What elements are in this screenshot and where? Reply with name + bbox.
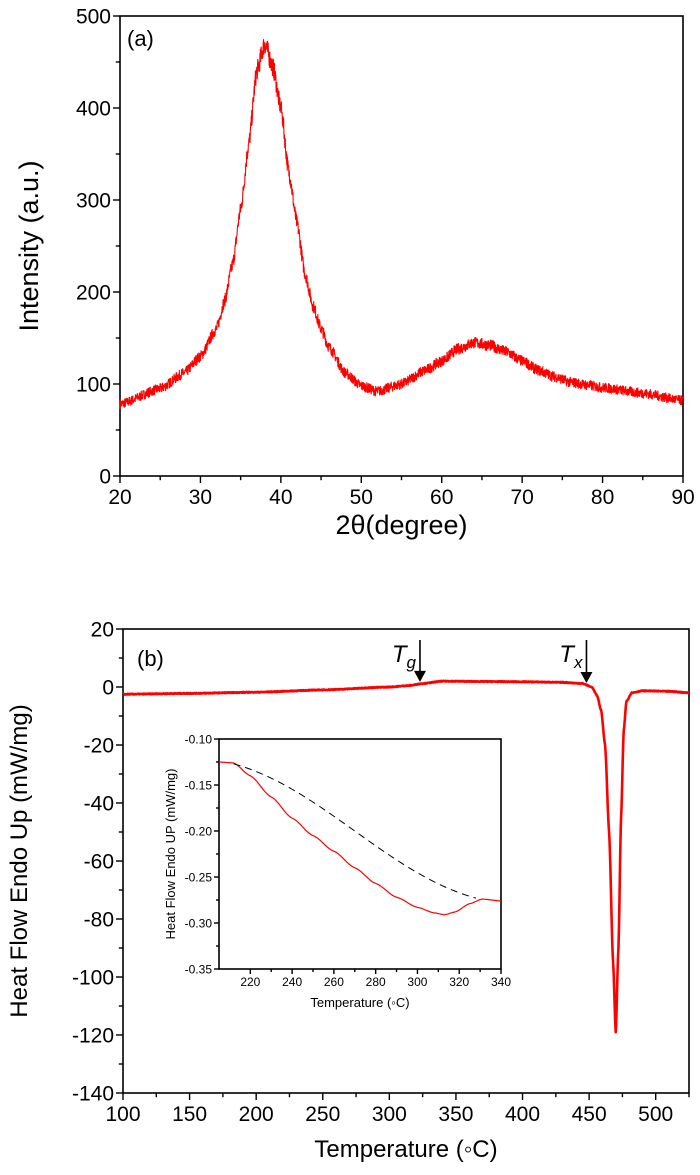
x-tick-label: 150 [172,1103,207,1126]
y-tick-label: -0.25 [185,870,213,884]
y-tick-label: 500 [76,6,111,29]
x-tick-label: 280 [366,975,386,989]
y-tick-label: -100 [72,967,114,990]
y-tick-label: 400 [76,98,111,121]
x-tick-label: 80 [591,486,614,509]
y-tick-label: -20 [84,735,114,758]
panel-label-a: (a) [127,26,154,51]
x-tick-label: 220 [240,975,260,989]
dsc-chart: 100 150 200 250 300 350 400 450 500-140-120-100-… [6,619,690,1163]
x-tick-label: 40 [269,486,292,509]
x-tick-label: 240 [282,975,302,989]
x-tick-label: 50 [350,486,373,509]
x-tick-label: 30 [189,486,212,509]
y-tick-label: -0.15 [185,778,213,792]
y-tick-label: 300 [76,190,111,213]
plot-frame [122,628,690,1094]
y-tick-label: -0.10 [185,732,213,746]
inset-baseline-dashed [233,763,477,899]
y-axis-label: Heat Flow Endo Up (mW/mg) [6,704,33,1017]
y-tick-label: -80 [84,909,114,932]
annotation-symbol: T [559,641,576,668]
xrd-curve [119,38,684,410]
y-tick-label: -0.30 [185,916,213,930]
annotation-symbol: T [392,641,409,668]
arrow-head-icon [580,671,593,683]
y-tick-label: -140 [72,1083,114,1106]
arrow-head-icon [413,670,426,682]
y-tick-label: 200 [76,282,111,305]
x-tick-label: 320 [449,975,469,989]
annotation-Tg: Tg [392,641,417,672]
y-tick-label: -0.20 [185,824,213,838]
x-tick-label: 400 [505,1103,540,1126]
x-tick-label: 340 [491,975,511,989]
x-tick-label: 450 [572,1103,607,1126]
y-tick-label: -120 [72,1025,114,1048]
x-tick-label: 60 [430,486,453,509]
panel-label-b: (b) [137,646,164,671]
x-tick-label: 300 [407,975,427,989]
y-tick-label: 100 [76,374,111,397]
plot-frame [119,15,684,477]
y-axis-label: Intensity (a.u.) [14,160,44,331]
annotation-subscript: x [573,653,583,672]
y-tick-label: -40 [84,793,114,816]
x-tick-label: 100 [105,1103,140,1126]
x-tick-label: 90 [671,486,694,509]
y-tick-label: -60 [84,851,114,874]
y-tick-label: 0 [99,466,111,489]
x-tick-label: 200 [239,1103,274,1126]
x-axis-label: Temperature (◦C) [310,995,409,1010]
x-tick-label: 500 [638,1103,673,1126]
x-axis-label: 2θ(degree) [335,510,467,540]
dsc-curve [122,679,690,1034]
annotation-subscript: g [407,653,417,672]
xrd-chart: 20 30 40 50 60 70 80 90 0 100 200 300 400 500 2θ(degre… [14,6,695,540]
annotation-Tx: Tx [559,641,583,672]
y-tick-label: 0 [102,677,114,700]
y-tick-label: -0.35 [185,962,213,976]
y-tick-label: 20 [91,619,114,642]
inset-curve [218,761,502,916]
x-tick-label: 250 [305,1103,340,1126]
inset-chart: 220 240 260 280 300 320 340 -0.35 -0.30 -0.25 -0.2… [163,732,511,1010]
x-tick-label: 350 [438,1103,473,1126]
x-tick-label: 20 [108,486,131,509]
y-axis-label: Heat Flow Endo UP (mW/mg) [163,769,178,940]
x-tick-label: 300 [372,1103,407,1126]
x-tick-label: 70 [510,486,533,509]
x-tick-label: 260 [324,975,344,989]
x-axis-label: Temperature (◦C) [314,1136,497,1163]
